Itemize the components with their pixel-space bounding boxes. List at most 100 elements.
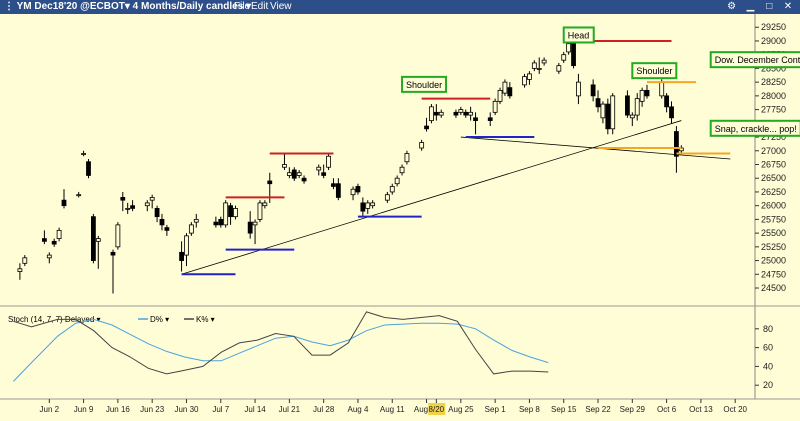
trendline [460, 136, 731, 160]
candle-body [115, 224, 121, 248]
candle-body [468, 111, 474, 116]
candle-body [438, 111, 444, 116]
annotation-label: Dow. December Contract. [715, 55, 800, 65]
candle-body [90, 216, 96, 261]
price-tick-label: 28500 [761, 63, 786, 73]
candle-body [291, 169, 297, 179]
x-tick-label: Jul 7 [212, 405, 229, 414]
candle-body [522, 76, 527, 86]
minimize-icon[interactable]: ▁ [746, 1, 755, 12]
candle-body [419, 142, 425, 149]
candle-body [267, 180, 273, 185]
candle-body [429, 106, 434, 121]
maximize-icon[interactable]: □ [766, 1, 773, 12]
candle-body [51, 240, 57, 245]
x-tick-label: Sep 15 [551, 405, 577, 414]
candle-body [365, 202, 371, 209]
candle-body [193, 218, 199, 223]
candle-body [41, 238, 47, 242]
candle-body [61, 199, 67, 207]
candle-body [125, 208, 131, 210]
candle-body [644, 89, 650, 97]
candle-body [159, 218, 165, 226]
candle-body [56, 229, 62, 240]
x-tick-label: Sep 1 [485, 405, 506, 414]
price-tick-label: 26250 [761, 187, 786, 197]
candle-body [350, 188, 356, 196]
annotation-border [562, 26, 595, 44]
x-tick-label: Jun 23 [140, 405, 165, 414]
candle-body [331, 183, 336, 187]
menu-view[interactable]: View [270, 1, 292, 12]
chart-area: 24500 24750 25000 25250 25500 25750 26000 26250… [0, 14, 800, 415]
candle-body [149, 197, 155, 201]
window-menu-icon[interactable]: ⋮ [4, 1, 14, 12]
annotation-border [401, 75, 448, 93]
candle-body [95, 238, 101, 242]
stoch-tick-label: 80 [763, 324, 773, 334]
candle-body [394, 177, 400, 185]
candle-body [674, 131, 679, 157]
menu-file[interactable]: File [234, 1, 251, 12]
candle-body [561, 54, 567, 61]
x-tick-label: Jun 16 [106, 405, 131, 414]
price-tick-label: 26500 [761, 173, 786, 183]
price-tick-label: 25500 [761, 228, 786, 238]
price-tick-label: 27250 [761, 132, 786, 142]
price-tick-label: 28000 [761, 91, 786, 101]
candle-body [610, 95, 616, 130]
stoch-tick-label: 60 [763, 343, 773, 353]
chart-title-text[interactable]: YM Dec18'20 @ECBOT▾ 4 Months/Daily candl… [16, 1, 252, 12]
candle-body [389, 186, 395, 193]
x-tick-label: Aug 25 [448, 405, 474, 414]
candle-body [487, 117, 493, 121]
x-tick-label: Oct 20 [723, 405, 747, 414]
candle-body [370, 202, 376, 207]
annotation-label: Shoulder [406, 80, 442, 90]
annotation-border [709, 119, 800, 137]
candle-body [76, 194, 82, 197]
price-tick-label: 24750 [761, 269, 786, 279]
x-tick-label: Aug 11 [380, 405, 405, 414]
plot-background [0, 14, 755, 399]
candle-body [664, 95, 670, 108]
chart-title[interactable]: ⋮ YM Dec18'20 @ECBOT▾ 4 Months/Daily can… [4, 0, 251, 14]
candle-body [497, 89, 503, 102]
candle-body [541, 59, 547, 64]
candle-body [355, 186, 361, 193]
price-tick-label: 24500 [761, 283, 786, 293]
candle-body [130, 205, 135, 209]
candle-body [669, 106, 674, 119]
stoch-legend: Stoch (14, 7, 7) Delayed ▾ D% ▾ K% ▾ [8, 315, 215, 324]
price-tick-label: 29250 [761, 22, 786, 32]
candle-body [473, 117, 478, 121]
title-bar: ⋮ YM Dec18'20 @ECBOT▾ 4 Months/Daily can… [0, 0, 800, 14]
candle-body [595, 98, 601, 108]
settings-icon[interactable]: ⚙ [727, 1, 737, 12]
candle-body [576, 81, 581, 97]
candle-body [17, 268, 23, 272]
candle-body [502, 81, 508, 94]
candle-body [600, 103, 606, 119]
candle-body [453, 111, 459, 116]
candle-body [179, 251, 184, 261]
x-tick-label: Jun 2 [40, 405, 60, 414]
legend-label: D% ▾ [150, 315, 169, 324]
candle-body [659, 81, 665, 97]
annotation-border [709, 51, 800, 69]
candle-body [252, 221, 258, 226]
annotation-box: Shoulder [401, 75, 448, 93]
candle-body [262, 202, 268, 207]
x-tick-label: Oct 6 [657, 405, 677, 414]
close-icon[interactable]: ✕ [783, 1, 793, 12]
candle-body [286, 172, 292, 176]
menu-edit[interactable]: Edit [251, 1, 269, 12]
candle-body [223, 202, 229, 226]
candle-body [384, 194, 390, 201]
candle-body [218, 218, 224, 226]
stoch-series-line [13, 318, 549, 382]
candle-body [213, 221, 219, 226]
price-tick-label: 26000 [761, 201, 786, 211]
price-tick-label: 25250 [761, 242, 786, 252]
candle-body [81, 153, 86, 155]
